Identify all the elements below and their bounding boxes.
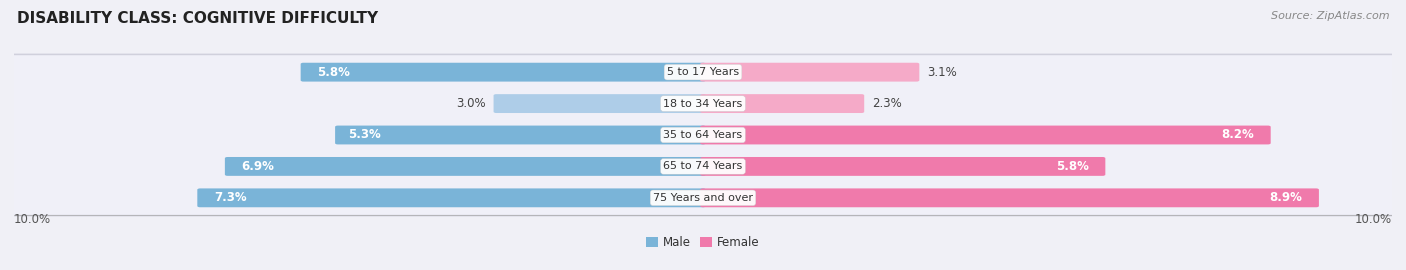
- Legend: Male, Female: Male, Female: [641, 231, 765, 254]
- Text: 5.8%: 5.8%: [1056, 160, 1088, 173]
- Text: 75 Years and over: 75 Years and over: [652, 193, 754, 203]
- Text: 3.1%: 3.1%: [927, 66, 956, 79]
- FancyBboxPatch shape: [10, 87, 1396, 120]
- FancyBboxPatch shape: [10, 150, 1396, 183]
- FancyBboxPatch shape: [301, 63, 706, 82]
- FancyBboxPatch shape: [494, 94, 706, 113]
- Text: DISABILITY CLASS: COGNITIVE DIFFICULTY: DISABILITY CLASS: COGNITIVE DIFFICULTY: [17, 11, 378, 26]
- Text: 2.3%: 2.3%: [872, 97, 901, 110]
- Text: 3.0%: 3.0%: [457, 97, 486, 110]
- FancyBboxPatch shape: [6, 179, 1400, 216]
- FancyBboxPatch shape: [700, 94, 865, 113]
- FancyBboxPatch shape: [700, 157, 1105, 176]
- Text: 5.8%: 5.8%: [318, 66, 350, 79]
- Text: Source: ZipAtlas.com: Source: ZipAtlas.com: [1271, 11, 1389, 21]
- Text: 5.3%: 5.3%: [349, 129, 381, 141]
- FancyBboxPatch shape: [335, 126, 706, 144]
- FancyBboxPatch shape: [10, 181, 1396, 215]
- FancyBboxPatch shape: [10, 55, 1396, 89]
- FancyBboxPatch shape: [10, 118, 1396, 152]
- Text: 65 to 74 Years: 65 to 74 Years: [664, 161, 742, 171]
- FancyBboxPatch shape: [6, 54, 1400, 91]
- FancyBboxPatch shape: [6, 148, 1400, 185]
- FancyBboxPatch shape: [225, 157, 706, 176]
- FancyBboxPatch shape: [700, 126, 1271, 144]
- FancyBboxPatch shape: [700, 188, 1319, 207]
- Text: 35 to 64 Years: 35 to 64 Years: [664, 130, 742, 140]
- Text: 8.2%: 8.2%: [1222, 129, 1254, 141]
- Text: 8.9%: 8.9%: [1270, 191, 1302, 204]
- Text: 6.9%: 6.9%: [242, 160, 274, 173]
- FancyBboxPatch shape: [6, 85, 1400, 122]
- FancyBboxPatch shape: [6, 116, 1400, 154]
- Text: 10.0%: 10.0%: [1355, 213, 1392, 226]
- Text: 18 to 34 Years: 18 to 34 Years: [664, 99, 742, 109]
- Text: 5 to 17 Years: 5 to 17 Years: [666, 67, 740, 77]
- Text: 10.0%: 10.0%: [14, 213, 51, 226]
- Text: 7.3%: 7.3%: [214, 191, 246, 204]
- FancyBboxPatch shape: [700, 63, 920, 82]
- FancyBboxPatch shape: [197, 188, 706, 207]
